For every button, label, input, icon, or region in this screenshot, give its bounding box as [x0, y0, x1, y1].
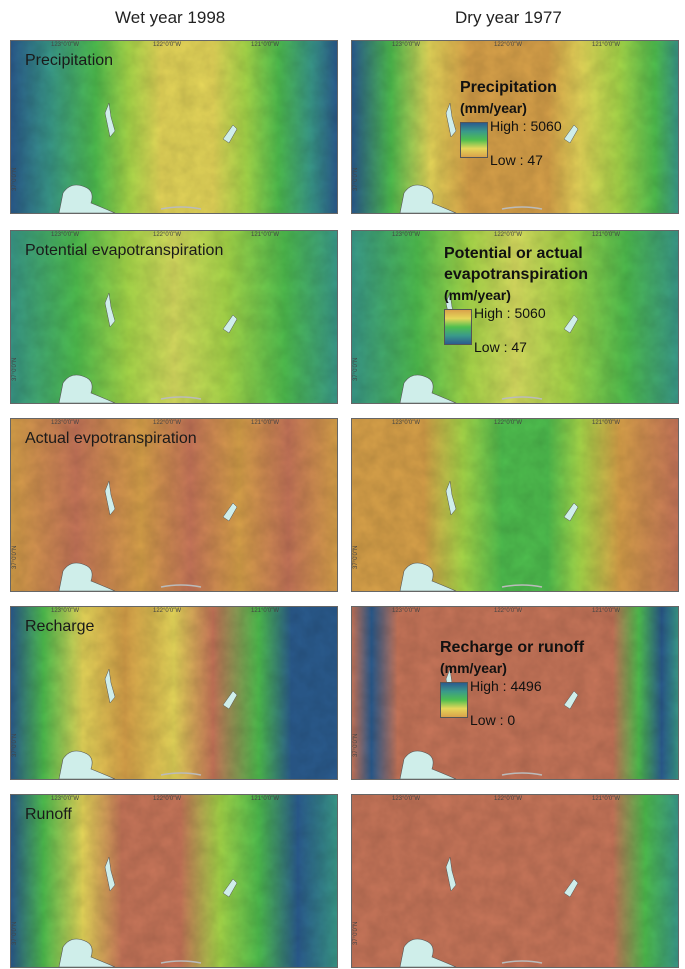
longitude-tick: 122°0'0"W [494, 420, 523, 426]
wet-map-panel: 123°0'0"W 122°0'0"W 121°0'0"W 37°0'0"N Actua… [10, 418, 338, 592]
raster-map [352, 231, 678, 403]
legend-unit: (mm/year) [444, 287, 511, 303]
longitude-tick: 122°0'0"W [153, 232, 182, 238]
latitude-tick: 37°0'0"N [12, 921, 18, 945]
longitude-tick: 123°0'0"W [51, 232, 80, 238]
latitude-tick: 37°0'0"N [353, 921, 359, 945]
dry-map-panel: 123°0'0"W 122°0'0"W 121°0'0"W 37°0'0"N Recha… [351, 606, 679, 780]
longitude-tick: 121°0'0"W [592, 232, 621, 238]
longitude-tick: 123°0'0"W [51, 420, 80, 426]
longitude-tick: 122°0'0"W [494, 796, 523, 802]
latitude-tick: 37°0'0"N [353, 357, 359, 381]
map-legend: Potential or actual evapotranspiration (m… [444, 243, 670, 365]
longitude-tick: 122°0'0"W [494, 42, 523, 48]
latitude-tick: 37°0'0"N [12, 357, 18, 381]
longitude-tick: 123°0'0"W [51, 796, 80, 802]
longitude-tick: 121°0'0"W [251, 420, 280, 426]
longitude-tick: 123°0'0"W [392, 232, 421, 238]
bay-water [399, 938, 457, 967]
legend-title: Precipitation [460, 79, 557, 96]
legend-unit: (mm/year) [460, 100, 527, 116]
raster-map [11, 607, 337, 779]
wet-map-panel: 123°0'0"W 122°0'0"W 121°0'0"W 37°0'0"N Recha… [10, 606, 338, 780]
latitude-tick: 37°0'0"N [353, 167, 359, 191]
column-title-wet: Wet year 1998 [115, 8, 226, 27]
bay-water [399, 374, 457, 403]
longitude-tick: 121°0'0"W [592, 796, 621, 802]
longitude-tick: 121°0'0"W [251, 608, 280, 614]
legend-low: Low : 47 [474, 339, 527, 355]
raster-map [352, 795, 678, 967]
bay-water [58, 184, 116, 213]
longitude-tick: 123°0'0"W [392, 608, 421, 614]
variable-label: Recharge [25, 618, 95, 635]
wet-map-panel: 123°0'0"W 122°0'0"W 121°0'0"W 37°0'0"N Preci… [10, 40, 338, 214]
longitude-tick: 121°0'0"W [251, 796, 280, 802]
raster-map [352, 419, 678, 591]
legend-color-ramp [460, 122, 488, 158]
longitude-tick: 122°0'0"W [153, 796, 182, 802]
dry-map-panel: 123°0'0"W 122°0'0"W 121°0'0"W 37°0'0"N [351, 418, 679, 592]
bay-water [58, 374, 116, 403]
dry-map-panel: 123°0'0"W 122°0'0"W 121°0'0"W 37°0'0"N Preci… [351, 40, 679, 214]
latitude-tick: 37°0'0"N [353, 733, 359, 757]
legend-high: High : 5060 [490, 118, 562, 134]
longitude-tick: 122°0'0"W [494, 232, 523, 238]
legend-title: Recharge or runoff [440, 639, 585, 656]
raster-map [352, 41, 678, 213]
column-title-dry: Dry year 1977 [455, 8, 562, 27]
longitude-tick: 123°0'0"W [51, 608, 80, 614]
longitude-tick: 121°0'0"W [251, 42, 280, 48]
map-legend: Recharge or runoff (mm/year) High : 4496 Lo… [440, 637, 670, 738]
latitude-tick: 37°0'0"N [12, 545, 18, 569]
longitude-tick: 122°0'0"W [494, 608, 523, 614]
longitude-tick: 122°0'0"W [153, 420, 182, 426]
variable-label: Actual evpotranspiration [25, 430, 197, 447]
raster-map [11, 41, 337, 213]
latitude-tick: 37°0'0"N [12, 733, 18, 757]
legend-low: Low : 47 [490, 152, 543, 168]
longitude-tick: 122°0'0"W [153, 608, 182, 614]
wet-map-panel: 123°0'0"W 122°0'0"W 121°0'0"W 37°0'0"N Runof… [10, 794, 338, 968]
variable-label: Runoff [25, 806, 72, 823]
raster-map [352, 607, 678, 779]
raster-map [11, 795, 337, 967]
longitude-tick: 123°0'0"W [51, 42, 80, 48]
bay-water [399, 184, 457, 213]
longitude-tick: 121°0'0"W [251, 232, 280, 238]
bay-water [399, 750, 457, 779]
longitude-tick: 121°0'0"W [592, 608, 621, 614]
bay-water [399, 562, 457, 591]
legend-high: High : 4496 [470, 678, 542, 694]
legend-color-ramp [444, 309, 472, 345]
longitude-tick: 123°0'0"W [392, 796, 421, 802]
legend-low: Low : 0 [470, 712, 516, 728]
latitude-tick: 37°0'0"N [353, 545, 359, 569]
longitude-tick: 123°0'0"W [392, 42, 421, 48]
variable-label: Potential evapotranspiration [25, 242, 224, 259]
map-legend: Precipitation (mm/year) High : 5060 Low : 4… [460, 77, 670, 178]
variable-label: Precipitation [25, 52, 114, 69]
longitude-tick: 122°0'0"W [153, 42, 182, 48]
raster-map [11, 231, 337, 403]
dry-map-panel: 123°0'0"W 122°0'0"W 121°0'0"W 37°0'0"N Poten… [351, 230, 679, 404]
legend-title: Potential or actual evapotranspiration [444, 245, 589, 283]
wet-map-panel: 123°0'0"W 122°0'0"W 121°0'0"W 37°0'0"N Poten… [10, 230, 338, 404]
longitude-tick: 121°0'0"W [592, 42, 621, 48]
bay-water [58, 562, 116, 591]
bay-water [58, 938, 116, 967]
raster-map [11, 419, 337, 591]
dry-map-panel: 123°0'0"W 122°0'0"W 121°0'0"W 37°0'0"N [351, 794, 679, 968]
legend-high: High : 5060 [474, 305, 546, 321]
longitude-tick: 121°0'0"W [592, 420, 621, 426]
longitude-tick: 123°0'0"W [392, 420, 421, 426]
legend-unit: (mm/year) [440, 660, 507, 676]
legend-color-ramp [440, 682, 468, 718]
bay-water [58, 750, 116, 779]
latitude-tick: 37°0'0"N [12, 167, 18, 191]
